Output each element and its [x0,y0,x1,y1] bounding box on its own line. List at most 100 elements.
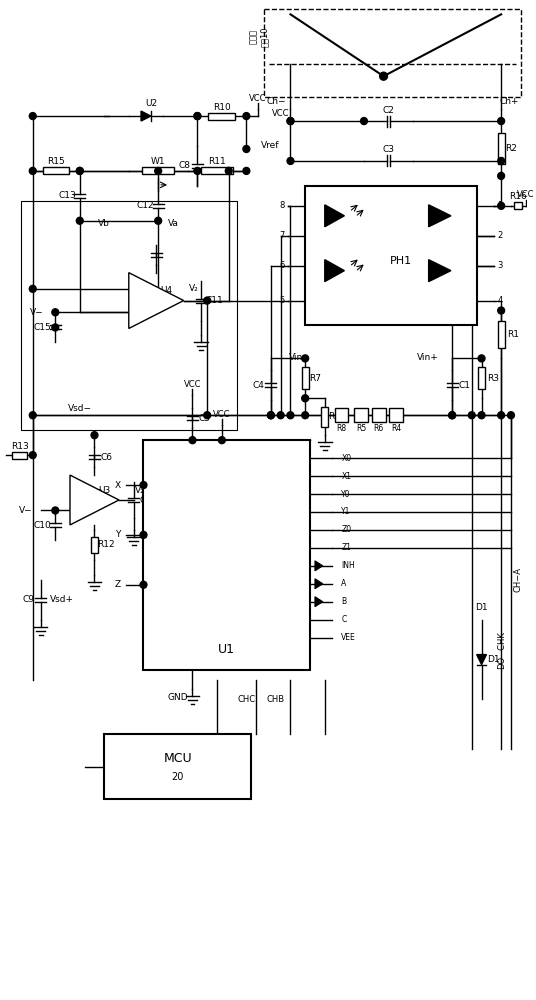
Text: VCC: VCC [517,190,534,199]
Bar [201,167,233,174]
Bar [305,186,477,325]
Text: U3: U3 [98,486,110,495]
Circle shape [29,452,36,459]
Polygon shape [141,111,151,121]
Circle shape [287,412,294,419]
Text: DO−CHK: DO−CHK [497,631,505,669]
Text: 8: 8 [279,201,284,210]
Bar [390,408,403,422]
Circle shape [498,412,504,419]
Circle shape [225,167,232,174]
Text: R1: R1 [507,330,519,339]
Polygon shape [70,475,119,525]
Bar [21,201,236,430]
Text: 4: 4 [497,296,503,305]
Circle shape [52,507,59,514]
Circle shape [204,297,211,304]
Bar [12,452,27,459]
Circle shape [194,113,201,120]
Circle shape [302,355,309,362]
Circle shape [449,412,456,419]
Text: GND: GND [167,693,188,702]
Text: 5: 5 [279,296,284,305]
Bar [302,367,309,389]
Text: C8: C8 [178,161,191,170]
Bar [43,167,69,174]
Text: B: B [341,597,347,606]
Text: Y: Y [115,530,121,539]
Bar [142,167,174,174]
Text: Vsd−: Vsd− [68,404,92,413]
Text: 20: 20 [172,772,184,782]
Bar [264,9,521,97]
Text: Ch+: Ch+ [499,97,519,106]
Circle shape [243,145,250,152]
Text: X1: X1 [341,472,352,481]
Text: C9: C9 [23,595,35,604]
Polygon shape [477,655,487,665]
Text: C6: C6 [100,453,112,462]
Text: VCC: VCC [272,109,289,118]
Text: X0: X0 [341,454,352,463]
Text: C11: C11 [205,296,223,305]
Text: Y1: Y1 [341,507,351,516]
Text: Z0: Z0 [341,525,352,534]
Bar [322,407,328,427]
Text: A: A [341,579,347,588]
Polygon shape [315,597,323,607]
Circle shape [379,72,388,80]
Circle shape [204,412,211,419]
Polygon shape [429,205,451,227]
Text: V₂+: V₂+ [135,486,152,495]
Text: Vin+: Vin+ [417,353,438,362]
Circle shape [508,412,515,419]
Circle shape [498,202,504,209]
Circle shape [468,412,475,419]
Circle shape [243,167,250,174]
Circle shape [267,412,274,419]
Bar [105,734,251,799]
Bar [372,408,385,422]
Text: U1: U1 [218,643,235,656]
Text: VCC: VCC [213,410,230,419]
Circle shape [155,217,162,224]
Text: V−: V− [19,506,33,515]
Circle shape [498,307,504,314]
Text: R15: R15 [47,157,65,166]
Text: 7: 7 [279,231,284,240]
Bar [498,133,504,164]
Text: R11: R11 [208,157,226,166]
Text: R12: R12 [98,540,115,549]
Circle shape [287,157,294,164]
Text: VEE: VEE [341,633,356,642]
Text: R6: R6 [374,424,384,433]
Circle shape [219,437,225,444]
Circle shape [76,167,83,174]
Text: R13: R13 [11,442,28,451]
Text: Y0: Y0 [341,490,351,499]
Text: U3: U3 [92,489,103,498]
Circle shape [155,167,162,174]
Circle shape [243,113,250,120]
Text: R7: R7 [309,374,321,383]
Text: U2: U2 [145,99,158,108]
Polygon shape [315,579,323,589]
Text: −: − [73,505,81,515]
Polygon shape [325,205,344,227]
Circle shape [29,412,36,419]
Text: W1: W1 [151,157,166,166]
Text: C7: C7 [139,496,152,505]
Text: CH−A: CH−A [513,567,522,592]
Circle shape [287,118,294,125]
Bar [144,440,310,670]
Text: Z1: Z1 [341,543,352,552]
Circle shape [498,118,504,125]
Circle shape [498,157,504,164]
Text: X: X [115,481,121,490]
Text: Va: Va [167,219,178,228]
Text: Vin−: Vin− [289,353,311,362]
Circle shape [267,412,274,419]
Text: R10: R10 [213,103,231,112]
Circle shape [29,167,36,174]
Circle shape [277,412,284,419]
